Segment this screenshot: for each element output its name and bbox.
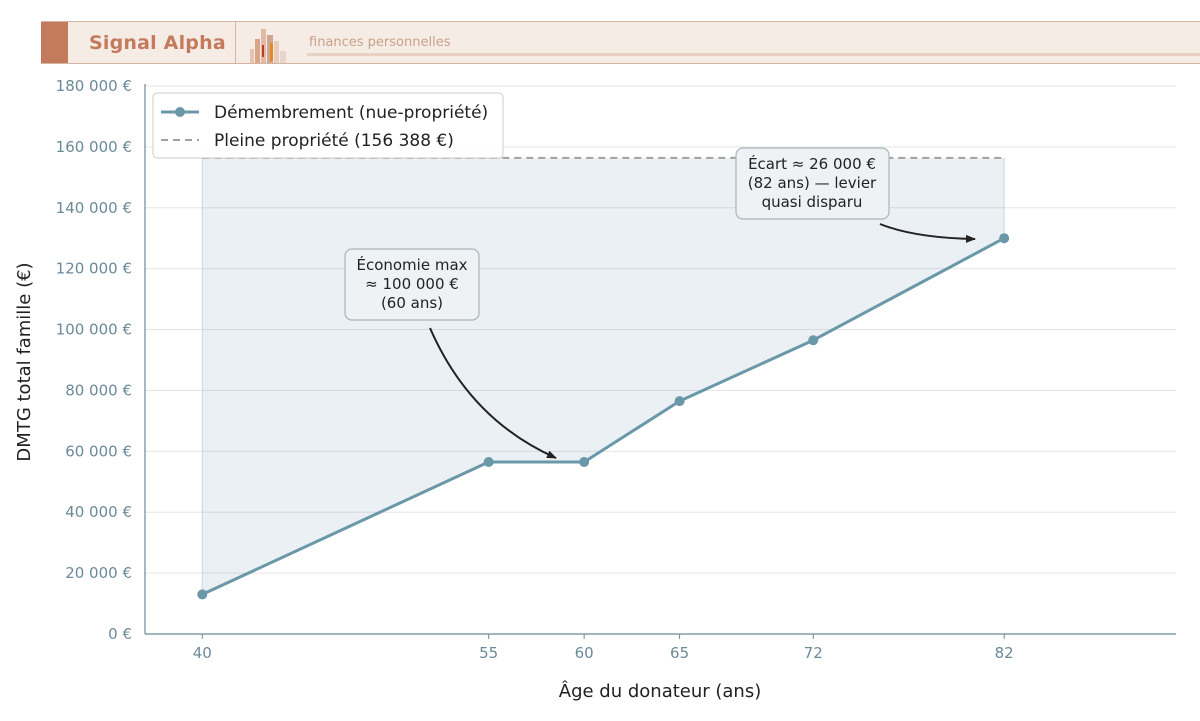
city-skyline-logo-icon [250,29,286,63]
legend: Démembrement (nue-propriété) Pleine prop… [152,92,504,159]
data-point [808,335,819,346]
data-points [197,233,1010,600]
annotation-line: quasi disparu [762,193,863,211]
header-tagline: finances personnelles [309,35,451,50]
annotation-line: Écart ≈ 26 000 € [748,154,876,173]
legend-label-reference: Pleine propriété (156 388 €) [214,131,454,151]
x-tick-label: 82 [995,644,1014,662]
annotation-gap: Écart ≈ 26 000 € (82 ans) — levier quasi… [735,147,976,243]
data-point [197,589,208,600]
annotation-box [344,248,480,321]
header-divider [235,22,236,63]
data-point [999,233,1010,244]
annotation-arrow [879,223,976,243]
y-tick-label: 140 000 € [56,199,132,217]
y-tick-labels: 0 € 20 000 € 40 000 € 60 000 € 80 000 € 100 0… [56,77,132,643]
y-tick-label: 160 000 € [56,138,132,156]
x-tick-label: 40 [193,644,212,662]
y-tick-label: 20 000 € [65,564,132,582]
x-tick-label: 65 [670,644,689,662]
data-point [483,456,494,467]
header-banner: Signal Alpha finances personnelles [41,21,1200,64]
annotation-max-savings: Économie max ≈ 100 000 € (60 ans) [344,248,557,459]
annotation-line: ≈ 100 000 € [365,275,459,293]
savings-fill-area [202,157,1005,595]
legend-marker-series [175,107,185,117]
x-tick-label: 60 [575,644,594,662]
data-point [579,456,590,467]
y-tick-label: 180 000 € [56,77,132,95]
annotation-line: (82 ans) — levier [748,174,877,192]
y-tick-label: 100 000 € [56,321,132,339]
y-tick-label: 80 000 € [65,381,132,399]
series-line-demembrement [201,236,1005,596]
brand-color-block [41,22,68,63]
y-axis-title: DMTG total famille (€) [14,262,35,461]
y-tick-label: 0 € [108,625,132,643]
x-tick-label: 55 [479,644,498,662]
y-tick-label: 120 000 € [56,260,132,278]
annotation-line: (60 ans) [381,294,443,312]
annotation-line: Économie max [356,255,467,274]
annotation-arrow [429,327,557,459]
legend-box [152,92,504,159]
y-tick-label: 60 000 € [65,442,132,460]
header-rule [307,53,1200,56]
annotation-box [735,147,890,220]
brand-name: Signal Alpha [89,32,226,54]
x-tick-labels: 40 55 60 65 72 82 [193,634,1014,662]
legend-label-series: Démembrement (nue-propriété) [214,103,488,123]
x-tick-label: 72 [804,644,823,662]
y-tick-label: 40 000 € [65,503,132,521]
data-point [674,396,685,407]
x-axis-title: Âge du donateur (ans) [559,680,762,702]
